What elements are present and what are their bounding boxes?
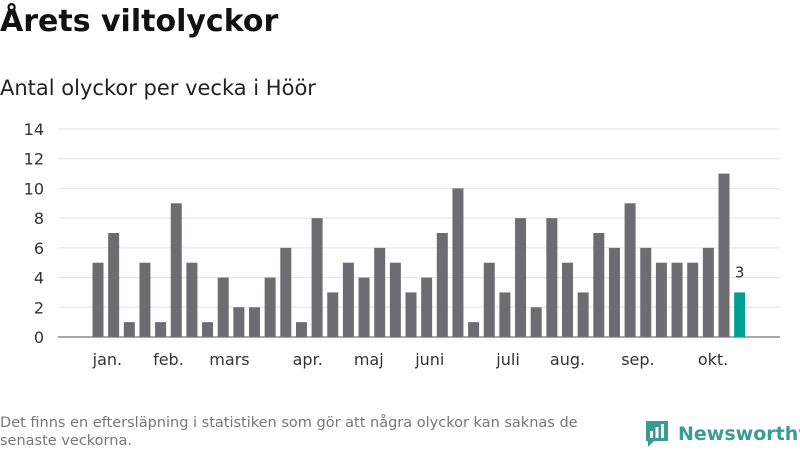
x-tick-label: jan. bbox=[92, 350, 122, 369]
y-tick-label: 14 bbox=[24, 120, 44, 139]
bar bbox=[530, 307, 542, 337]
bar bbox=[264, 277, 276, 337]
bar bbox=[499, 292, 511, 337]
bar bbox=[421, 277, 433, 337]
bar bbox=[155, 322, 167, 337]
bar bbox=[546, 218, 558, 337]
bar bbox=[170, 203, 182, 337]
bar-chart: 0 2 4 6 8 10 12 14 3 jan. feb. mars apr. maj juni jul… bbox=[24, 120, 780, 369]
data-label: 3 bbox=[735, 263, 745, 281]
x-tick-label: mars bbox=[209, 350, 249, 369]
bar bbox=[186, 262, 198, 337]
bar bbox=[202, 322, 214, 337]
bar bbox=[452, 188, 464, 337]
x-axis-ticks: jan. feb. mars apr. maj juni juli aug. sep. okt. bbox=[92, 350, 729, 369]
bar bbox=[577, 292, 589, 337]
y-tick-label: 2 bbox=[34, 298, 44, 317]
bar bbox=[562, 262, 573, 337]
bar bbox=[108, 233, 120, 337]
y-tick-label: 0 bbox=[34, 328, 44, 347]
chart-subtitle: Antal olyckor per vecka i Höör bbox=[0, 76, 316, 100]
bar bbox=[92, 262, 104, 337]
x-tick-label: apr. bbox=[293, 350, 323, 369]
x-tick-label: aug. bbox=[550, 350, 585, 369]
bar-chart-logo-icon bbox=[646, 421, 668, 447]
bar bbox=[295, 322, 307, 337]
x-tick-label: sep. bbox=[621, 350, 654, 369]
bar bbox=[483, 262, 495, 337]
y-tick-label: 10 bbox=[24, 179, 44, 198]
bar bbox=[311, 218, 323, 337]
bar bbox=[217, 277, 229, 337]
y-tick-label: 8 bbox=[34, 209, 44, 228]
bar bbox=[702, 247, 714, 337]
bar bbox=[342, 262, 354, 337]
chart-title: Årets viltolyckor bbox=[0, 4, 279, 39]
bar bbox=[405, 292, 417, 337]
bar bbox=[624, 203, 636, 337]
bar bbox=[249, 307, 260, 337]
y-tick-label: 4 bbox=[34, 269, 44, 288]
y-tick-label: 12 bbox=[24, 150, 44, 169]
bar bbox=[233, 307, 245, 337]
bar bbox=[389, 262, 401, 337]
x-tick-label: feb. bbox=[153, 350, 184, 369]
brand-logo: Newsworthy bbox=[644, 418, 800, 450]
bar bbox=[734, 292, 746, 337]
x-tick-label: juni bbox=[414, 350, 444, 369]
brand-name: Newsworthy bbox=[678, 423, 800, 445]
bar bbox=[123, 322, 135, 337]
bar bbox=[640, 247, 652, 337]
bar bbox=[468, 322, 480, 337]
bars bbox=[92, 173, 746, 337]
bar bbox=[718, 173, 730, 337]
bar bbox=[358, 277, 370, 337]
bar bbox=[671, 262, 683, 337]
x-tick-label: maj bbox=[354, 350, 384, 369]
bar bbox=[593, 233, 605, 337]
y-tick-label: 6 bbox=[34, 239, 44, 258]
bar bbox=[515, 218, 527, 337]
x-tick-label: okt. bbox=[698, 350, 728, 369]
bar bbox=[327, 292, 339, 337]
bar bbox=[687, 262, 699, 337]
y-axis-ticks: 0 2 4 6 8 10 12 14 bbox=[24, 120, 44, 347]
data-labels: 3 bbox=[735, 263, 745, 281]
bar bbox=[608, 247, 620, 337]
bar bbox=[374, 247, 386, 337]
bar bbox=[280, 247, 292, 337]
bar bbox=[436, 233, 448, 337]
bar bbox=[655, 262, 667, 337]
footnote: Det finns en eftersläpning i statistiken… bbox=[0, 415, 578, 449]
x-tick-label: juli bbox=[495, 350, 519, 369]
bar bbox=[139, 262, 151, 337]
